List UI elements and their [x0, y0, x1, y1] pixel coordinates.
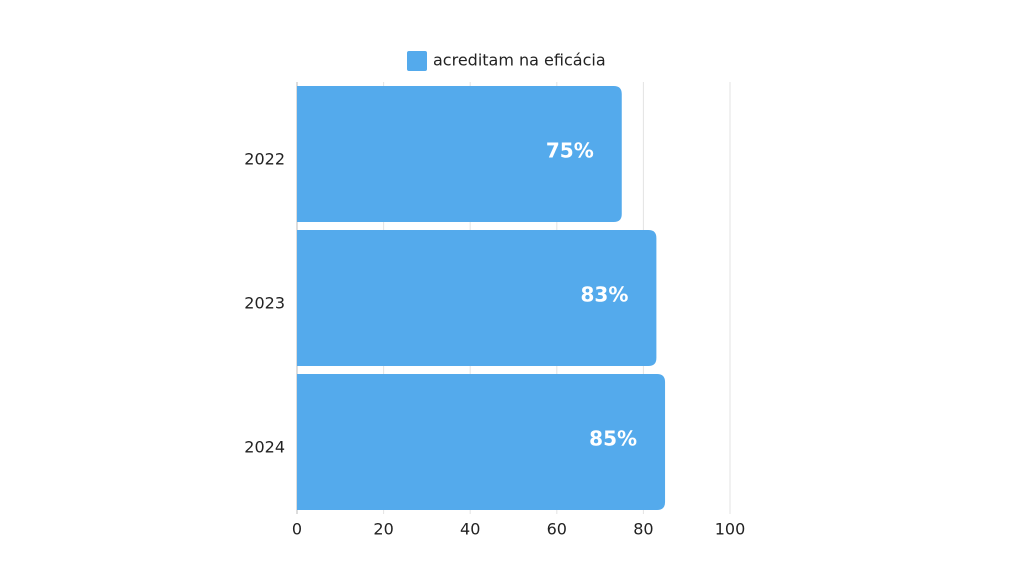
bar: [297, 230, 657, 366]
y-tick-label: 2024: [244, 438, 285, 457]
value-label: 85%: [589, 427, 637, 451]
legend-swatch: [407, 51, 427, 71]
bar: [297, 86, 622, 222]
x-tick-label: 60: [547, 520, 567, 539]
x-tick-label: 80: [633, 520, 653, 539]
y-tick-label: 2023: [244, 294, 285, 313]
legend-label: acreditam na eficácia: [433, 51, 606, 70]
x-tick-label: 20: [373, 520, 393, 539]
value-label: 83%: [581, 283, 629, 307]
y-tick-label: 2022: [244, 150, 285, 169]
bar: [297, 374, 666, 510]
x-tick-label: 100: [715, 520, 746, 539]
x-tick-label: 0: [292, 520, 302, 539]
value-label: 75%: [546, 139, 594, 163]
x-tick-label: 40: [460, 520, 480, 539]
